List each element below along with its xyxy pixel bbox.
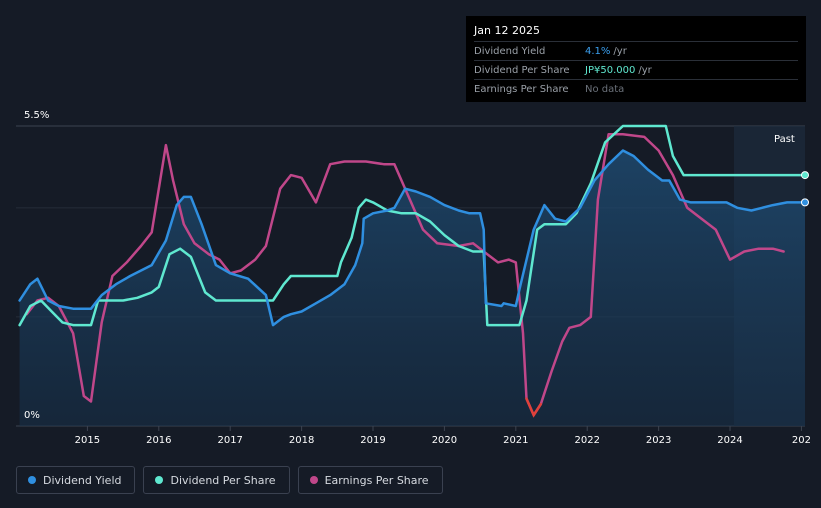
- y-tick-label-top: 5.5%: [24, 110, 49, 121]
- x-axis-ticks: 2015 2016 2017 2018 2019 2020 2021 2022 2023 2024…: [75, 426, 811, 446]
- eps-dip-highlight: [525, 397, 543, 418]
- tooltip-label: Earnings Per Share: [474, 83, 569, 95]
- legend-item-earnings-per-share[interactable]: Earnings Per Share: [297, 466, 443, 494]
- tooltip-value: No data: [585, 83, 625, 95]
- x-tick-label: 2020: [432, 435, 457, 446]
- legend-label: Earnings Per Share: [324, 473, 429, 487]
- x-tick-label: 2016: [146, 435, 171, 446]
- x-tick-label: 2021: [503, 435, 528, 446]
- tooltip-panel: Jan 12 2025 Dividend Yield 4.1% /yr Divi…: [466, 16, 806, 102]
- tooltip-row-earnings-per-share: Earnings Per Share No data: [474, 79, 798, 98]
- series-layer: [18, 124, 809, 418]
- x-tick-label: 2022: [574, 435, 599, 446]
- tooltip-label: Dividend Yield: [474, 45, 546, 57]
- x-tick-label: 2015: [75, 435, 100, 446]
- series-end-marker: [801, 171, 809, 180]
- tooltip-unit: /yr: [638, 64, 652, 76]
- legend-dot-icon: [28, 476, 36, 484]
- legend-dot-icon: [155, 476, 164, 484]
- tooltip-label: Dividend Per Share: [474, 64, 570, 76]
- past-label: Past: [774, 134, 795, 145]
- series-line-dividend-per-share: [18, 124, 807, 327]
- tooltip-row-dividend-yield: Dividend Yield 4.1% /yr: [474, 41, 798, 60]
- series-line-dividend-yield: [18, 149, 807, 327]
- legend-label: Dividend Per Share: [170, 473, 276, 487]
- x-tick-label: 2018: [289, 435, 314, 446]
- x-tick-label: 2024: [717, 435, 742, 446]
- legend-dot-icon: [309, 476, 318, 484]
- tooltip-unit: /yr: [613, 45, 627, 57]
- x-tick-label: 202: [792, 435, 811, 446]
- dividend-yield-area: [19, 150, 806, 426]
- legend-label: Dividend Yield: [43, 473, 122, 487]
- series-line-earnings-per-share: [25, 132, 785, 417]
- tooltip-value: 4.1%: [585, 45, 611, 57]
- legend-item-dividend-yield[interactable]: Dividend Yield: [16, 466, 136, 494]
- x-tick-label: 2017: [217, 435, 242, 446]
- y-tick-label-bottom: 0%: [24, 410, 40, 421]
- dividend-yield-area-layer: [19, 150, 806, 426]
- tooltip-row-dividend-per-share: Dividend Per Share JP¥50.000 /yr: [474, 60, 798, 79]
- series-end-marker: [801, 198, 809, 207]
- legend: Dividend Yield Dividend Per Share Earnin…: [16, 466, 443, 494]
- x-tick-label: 2023: [646, 435, 671, 446]
- legend-item-dividend-per-share[interactable]: Dividend Per Share: [143, 466, 290, 494]
- chart-area: 2015 2016 2017 2018 2019 2020 2021 2022 2023 2024…: [16, 110, 811, 446]
- tooltip-date: Jan 12 2025: [474, 24, 540, 37]
- tooltip-value: JP¥50.000: [585, 64, 636, 76]
- x-tick-label: 2019: [360, 435, 385, 446]
